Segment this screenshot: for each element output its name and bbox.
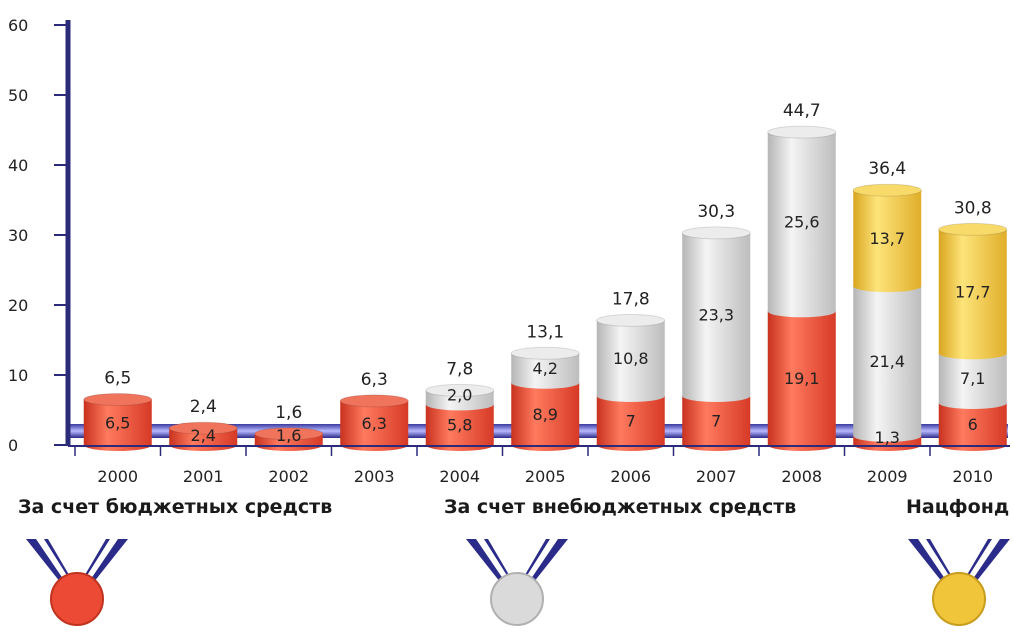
segment-label: 6,3 (362, 414, 387, 433)
total-label: 6,3 (361, 370, 388, 390)
legend-natfund: Нацфонд (906, 496, 1010, 518)
segment-label: 8,9 (533, 405, 558, 424)
bar-top-cap (339, 394, 409, 408)
segment-label: 13,7 (869, 229, 905, 248)
total-label: 30,8 (954, 198, 992, 218)
segment-label: 17,7 (955, 282, 991, 301)
bar-segment (853, 190, 922, 287)
total-label: 6,5 (104, 369, 131, 389)
legend-budget: За счет бюджетных средств (18, 496, 333, 518)
segment-label: 7 (711, 412, 721, 431)
bar-segment (938, 353, 1007, 403)
x-tick-label: 2004 (439, 467, 480, 486)
total-label: 17,8 (612, 289, 650, 309)
bar-top-cap (767, 125, 837, 139)
legend-offbudget: За счет внебюджетных средств (444, 496, 797, 518)
x-tick-label: 2009 (867, 467, 908, 486)
x-tick-label: 2007 (696, 467, 737, 486)
bar-segment-bottom (853, 429, 922, 442)
gold-medal-icon (908, 539, 1010, 626)
x-tick-label: 2010 (952, 467, 993, 486)
segment-label: 2,4 (191, 426, 216, 445)
x-tick-label: 2008 (781, 467, 822, 486)
y-tick-label: 10 (8, 366, 28, 385)
x-tick-label: 2006 (610, 467, 651, 486)
bar-top-cap (852, 183, 922, 197)
bar-segment-bottom (682, 390, 751, 402)
bar-top-cap (681, 226, 751, 240)
bar-segment (938, 229, 1007, 354)
segment-label: 2,0 (447, 385, 472, 404)
y-tick-label: 60 (8, 16, 28, 35)
y-tick-label: 40 (8, 156, 28, 175)
red-medal-icon (26, 539, 128, 626)
bar-segment (83, 399, 152, 445)
bar-segment-bottom (767, 305, 836, 318)
bar-segment-bottom (938, 397, 1007, 409)
bar-segment-bottom (425, 398, 494, 411)
total-label: 1,6 (275, 403, 302, 423)
bar-segment-bottom (938, 347, 1007, 360)
segment-label: 10,8 (613, 349, 649, 368)
bar-segment (596, 396, 665, 445)
bar-top-cap (510, 346, 580, 360)
bar-segment-bottom (511, 376, 580, 389)
bar-segment (425, 404, 494, 445)
y-tick-label: 20 (8, 296, 28, 315)
bar-top-cap (254, 427, 324, 441)
segment-label: 1,3 (875, 428, 900, 447)
bar-segment (596, 320, 665, 396)
silver-medal-icon (466, 539, 568, 626)
bar-segment (938, 403, 1007, 445)
segment-label: 4,2 (533, 359, 558, 378)
bar-segment (511, 382, 580, 445)
x-tick-label: 2003 (354, 467, 395, 486)
x-tick-label: 2000 (97, 467, 138, 486)
segment-label: 25,6 (784, 213, 820, 232)
segment-label: 21,4 (869, 352, 905, 371)
bar-segment (682, 396, 751, 445)
bar-segment (682, 232, 751, 396)
x-tick-label: 2005 (525, 467, 566, 486)
bar-segment (767, 132, 836, 312)
segment-label: 7 (626, 412, 636, 431)
bar-top-cap (596, 313, 666, 327)
total-label: 36,4 (868, 159, 906, 179)
segment-label: 1,6 (276, 426, 301, 445)
segment-label: 5,8 (447, 416, 472, 435)
y-tick-label: 30 (8, 226, 28, 245)
total-label: 44,7 (783, 101, 821, 121)
total-label: 7,8 (446, 359, 473, 379)
segment-label: 23,3 (698, 305, 734, 324)
bar-segment-bottom (853, 280, 922, 293)
bar-segment (767, 311, 836, 445)
bar-segment (853, 286, 922, 436)
total-label: 2,4 (190, 397, 217, 417)
segment-label: 19,1 (784, 369, 820, 388)
segment-label: 7,1 (960, 369, 985, 388)
x-tick-label: 2001 (183, 467, 224, 486)
segment-label: 6,5 (105, 413, 130, 432)
total-label: 13,1 (526, 322, 564, 342)
y-tick-label: 0 (8, 436, 18, 455)
bar-segment (340, 400, 409, 445)
stacked-bar-chart: 0 10 20 30 40 50 60 2000 2001 2002 2003 2004 2005 200… (8, 16, 1010, 486)
bar-top-cap (938, 222, 1008, 236)
bar-segment-bottom (596, 390, 665, 402)
bar-top-cap (425, 383, 495, 397)
y-tick-label: 50 (8, 86, 28, 105)
total-label: 30,3 (697, 202, 735, 222)
bar-top-cap (83, 393, 153, 406)
bar-top-cap (168, 421, 238, 435)
x-tick-label: 2002 (268, 467, 309, 486)
segment-label: 6 (968, 415, 978, 434)
